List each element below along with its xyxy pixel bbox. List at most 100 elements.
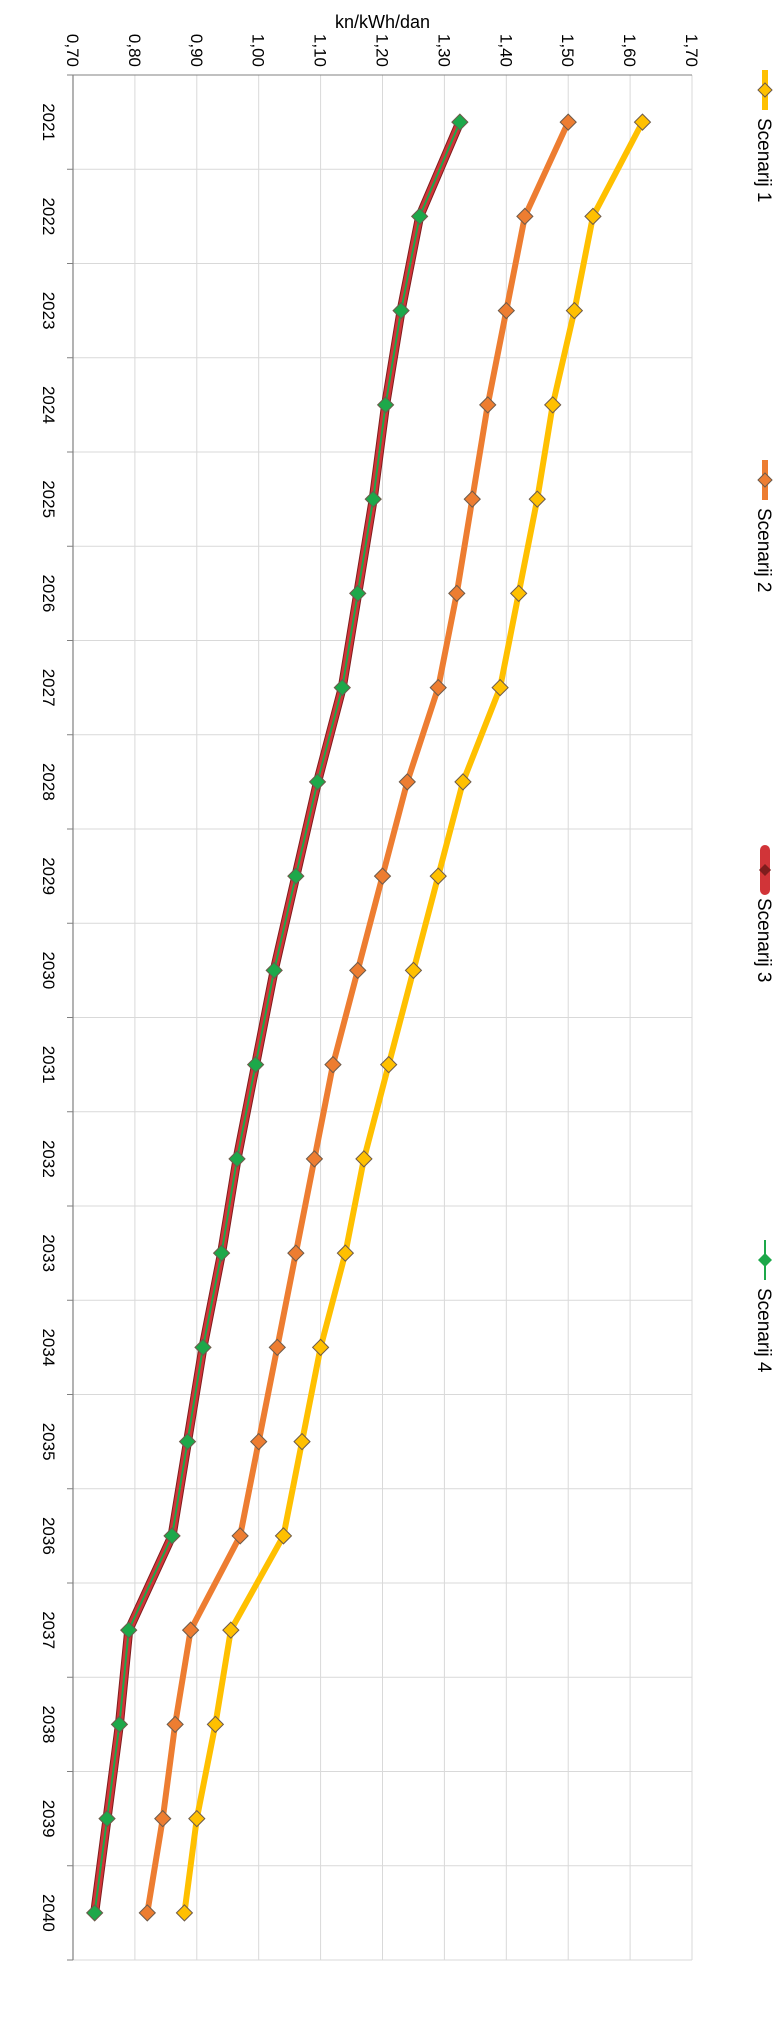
- data-point: [379, 1055, 398, 1074]
- data-point: [287, 867, 305, 885]
- data-point: [429, 867, 447, 885]
- data-point: [544, 396, 562, 414]
- x-tick-label: 2032: [39, 1140, 58, 1178]
- x-tick-label: 2036: [39, 1517, 58, 1555]
- x-tick-label: 2021: [39, 103, 58, 141]
- data-point: [268, 1338, 286, 1357]
- y-tick-label: 1,40: [496, 34, 515, 67]
- series-1: [175, 113, 652, 1922]
- data-point: [293, 1432, 311, 1451]
- legend-item-1: Scenarij 1: [753, 70, 774, 203]
- x-tick-label: 2039: [39, 1800, 58, 1838]
- data-point: [85, 1904, 104, 1922]
- data-point: [364, 490, 382, 508]
- data-point: [448, 584, 466, 603]
- data-point: [287, 1244, 305, 1262]
- y-tick-label: 1,20: [373, 34, 392, 67]
- y-tick-label: 1,70: [682, 34, 701, 67]
- data-point: [516, 207, 534, 226]
- y-axis-label: kn/kWh/dan: [335, 12, 430, 32]
- data-point: [163, 1527, 181, 1545]
- data-point: [154, 1809, 172, 1828]
- y-tick-label: 1,00: [249, 34, 268, 67]
- data-point: [479, 396, 497, 414]
- data-point: [336, 1244, 355, 1262]
- data-point: [497, 301, 516, 320]
- data-point: [404, 961, 423, 980]
- data-point: [246, 1055, 265, 1074]
- data-point: [212, 1244, 231, 1262]
- data-point: [231, 1527, 249, 1545]
- y-tick-label: 1,50: [558, 34, 577, 67]
- x-tick-label: 2033: [39, 1234, 58, 1272]
- data-point: [138, 1904, 156, 1922]
- data-point: [249, 1432, 268, 1451]
- x-tick-label: 2034: [39, 1328, 58, 1366]
- legend-label: Scenarij 3: [753, 898, 774, 983]
- y-tick-label: 1,30: [434, 34, 453, 67]
- x-tick-label: 2026: [39, 574, 58, 612]
- tick-labels: 0,70 0,80 0,90 1,00 1,10 1,20 1,30 1,40 1,50 1,60…: [39, 34, 701, 1932]
- data-point: [175, 1904, 194, 1922]
- data-point: [120, 1621, 138, 1639]
- data-point: [509, 584, 528, 603]
- data-point: [274, 1527, 293, 1545]
- data-point: [98, 1809, 116, 1828]
- axes: [67, 74, 692, 1961]
- data-point: [584, 207, 602, 226]
- y-tick-label: 0,80: [125, 34, 144, 67]
- data-point: [181, 1621, 200, 1639]
- x-tick-label: 2024: [39, 386, 58, 424]
- data-point: [633, 113, 652, 131]
- y-tick-label: 1,60: [620, 34, 639, 67]
- legend-item-4: Scenarij 4: [753, 1240, 774, 1373]
- data-point: [559, 113, 577, 131]
- data-point: [308, 773, 327, 791]
- data-point: [565, 301, 584, 320]
- data-point: [349, 584, 367, 603]
- x-tick-label: 2037: [39, 1611, 58, 1649]
- x-tick-label: 2040: [39, 1894, 58, 1932]
- data-point: [305, 1150, 324, 1168]
- series-2: [138, 113, 577, 1922]
- x-tick-label: 2029: [39, 857, 58, 895]
- data-point: [194, 1338, 212, 1357]
- y-tick-label: 0,90: [187, 34, 206, 67]
- x-tick-label: 2035: [39, 1423, 58, 1461]
- series-line: [144, 120, 571, 1914]
- legend-label: Scenarij 4: [753, 1288, 774, 1373]
- data-point: [188, 1809, 206, 1828]
- x-tick-label: 2022: [39, 197, 58, 235]
- legend-marker: [758, 1253, 772, 1267]
- series-line: [93, 121, 461, 1914]
- data-point: [451, 113, 469, 131]
- data-point: [355, 1150, 373, 1168]
- y-tick-label: 0,70: [63, 34, 82, 67]
- data-point: [206, 1715, 225, 1734]
- data-point: [392, 301, 410, 320]
- data-point: [398, 773, 416, 791]
- data-point: [228, 1150, 246, 1168]
- legend: Scenarij 1 Scenarij 2 Scenarij 3 Scenarij 4: [753, 70, 774, 1373]
- x-tick-label: 2028: [39, 763, 58, 801]
- data-point: [454, 773, 472, 791]
- data-point: [528, 490, 546, 508]
- x-tick-label: 2025: [39, 480, 58, 518]
- series-group: [85, 113, 652, 1922]
- data-point: [178, 1432, 197, 1451]
- legend-marker: [757, 82, 773, 98]
- legend-marker: [759, 864, 771, 876]
- data-point: [110, 1715, 129, 1734]
- data-point: [463, 490, 481, 508]
- data-point: [410, 207, 429, 226]
- data-point: [373, 867, 392, 885]
- data-point: [333, 678, 351, 697]
- x-tick-label: 2038: [39, 1705, 58, 1743]
- legend-marker: [757, 472, 773, 488]
- data-point: [349, 961, 367, 980]
- legend-item-2: Scenarij 2: [753, 460, 774, 593]
- data-point: [222, 1621, 240, 1639]
- x-tick-label: 2027: [39, 669, 58, 707]
